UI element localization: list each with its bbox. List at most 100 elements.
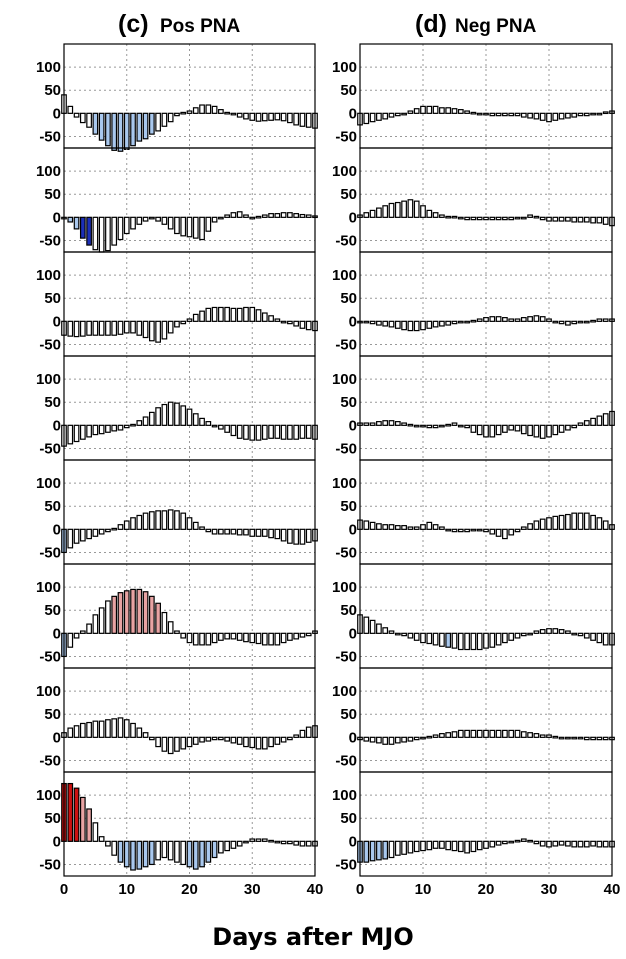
bar bbox=[439, 632, 445, 647]
bar bbox=[287, 736, 293, 741]
y-tick-label: 100 bbox=[332, 267, 357, 284]
bar bbox=[86, 112, 92, 128]
bar bbox=[577, 840, 584, 848]
y-tick-label: 50 bbox=[340, 498, 357, 515]
bar bbox=[111, 216, 118, 246]
bar bbox=[376, 736, 382, 744]
bar bbox=[382, 420, 389, 426]
bar bbox=[426, 209, 433, 218]
bar bbox=[105, 424, 111, 433]
bar bbox=[432, 424, 439, 429]
bar bbox=[464, 632, 470, 651]
bar bbox=[274, 736, 281, 745]
bar bbox=[451, 840, 458, 852]
bar bbox=[186, 632, 193, 644]
y-tick-label: 100 bbox=[332, 579, 357, 596]
bar bbox=[255, 309, 262, 322]
bar bbox=[211, 632, 218, 644]
panel-1-0: 100 50 0 -50 bbox=[332, 43, 615, 149]
y-tick-label: 50 bbox=[44, 186, 61, 203]
y-tick-label: 100 bbox=[332, 683, 357, 700]
bar bbox=[476, 424, 483, 436]
y-tick-label: -50 bbox=[39, 752, 61, 769]
chart-1: 100500-50100500-50100500-50100500-501005… bbox=[332, 43, 620, 898]
bar bbox=[192, 107, 199, 114]
bar bbox=[520, 838, 527, 842]
bar bbox=[476, 318, 483, 322]
bar bbox=[280, 320, 287, 324]
bar bbox=[192, 840, 199, 870]
bar bbox=[73, 320, 80, 338]
bar bbox=[287, 112, 293, 124]
bar bbox=[363, 736, 370, 742]
bar bbox=[224, 736, 231, 742]
bar bbox=[305, 214, 312, 218]
bar bbox=[224, 840, 231, 852]
bar bbox=[287, 424, 293, 440]
bar bbox=[224, 424, 231, 433]
bar bbox=[161, 403, 168, 426]
bar bbox=[439, 526, 445, 530]
bar bbox=[205, 632, 212, 646]
bar bbox=[457, 528, 464, 533]
y-tick-label: 100 bbox=[332, 787, 357, 804]
bar bbox=[432, 320, 439, 328]
bar bbox=[86, 320, 92, 336]
bar bbox=[261, 424, 268, 440]
bar bbox=[432, 734, 439, 738]
bar bbox=[280, 736, 287, 743]
bar bbox=[464, 216, 470, 221]
bar bbox=[261, 112, 268, 122]
bar bbox=[268, 213, 274, 218]
bar bbox=[558, 112, 565, 120]
bar bbox=[274, 213, 281, 218]
bar bbox=[130, 840, 136, 871]
panel-title-c: Pos PNA bbox=[160, 16, 241, 37]
y-tick-label: 0 bbox=[349, 625, 357, 642]
bar bbox=[230, 307, 237, 322]
title-d: (d) Neg PNA bbox=[415, 10, 537, 38]
bar bbox=[123, 719, 130, 738]
bar bbox=[211, 736, 218, 741]
bar bbox=[369, 320, 376, 325]
bar bbox=[502, 840, 508, 845]
bar bbox=[230, 112, 237, 116]
bar bbox=[130, 112, 136, 147]
bar bbox=[155, 736, 161, 748]
bar bbox=[363, 840, 370, 863]
bar bbox=[305, 528, 312, 543]
bar bbox=[502, 729, 508, 738]
bar bbox=[363, 212, 370, 218]
bar bbox=[432, 524, 439, 530]
bar bbox=[111, 595, 118, 634]
bar bbox=[186, 840, 193, 868]
bar bbox=[98, 720, 105, 738]
bar bbox=[483, 632, 489, 649]
bar bbox=[539, 112, 546, 121]
bar bbox=[445, 840, 452, 851]
bar bbox=[539, 316, 546, 322]
bar bbox=[130, 320, 136, 334]
bar bbox=[602, 632, 609, 646]
bar bbox=[199, 526, 205, 530]
bar bbox=[243, 840, 249, 844]
bar bbox=[224, 306, 231, 322]
panel-0-7: 100 50 0 -50 bbox=[36, 771, 318, 877]
bar bbox=[86, 528, 92, 540]
bar bbox=[274, 528, 281, 540]
bar bbox=[205, 216, 212, 232]
y-tick-label: 100 bbox=[36, 475, 61, 492]
x-tick-label: 10 bbox=[118, 881, 135, 898]
bar bbox=[205, 307, 212, 322]
bar bbox=[369, 736, 376, 743]
bar bbox=[293, 840, 300, 846]
bar bbox=[111, 320, 118, 336]
bar bbox=[261, 214, 268, 218]
bar bbox=[426, 521, 433, 530]
bar bbox=[489, 729, 496, 738]
bar bbox=[413, 840, 420, 853]
bar bbox=[86, 721, 92, 738]
bar bbox=[86, 216, 92, 246]
bar bbox=[136, 514, 143, 530]
bar bbox=[382, 112, 389, 120]
